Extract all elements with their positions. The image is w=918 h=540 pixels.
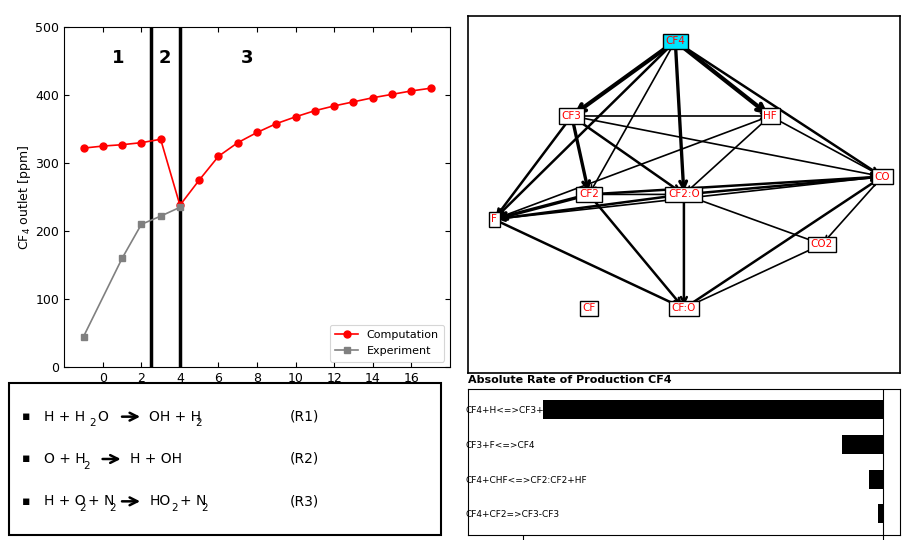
Text: (R3): (R3)	[290, 494, 319, 508]
Text: ▪: ▪	[22, 410, 30, 423]
Text: + N: + N	[88, 494, 114, 508]
Text: 2: 2	[89, 418, 95, 428]
Computation	[194, 177, 205, 183]
Text: 2: 2	[79, 503, 85, 513]
Text: O: O	[97, 410, 108, 424]
Text: CF: CF	[582, 303, 596, 313]
Computation	[348, 99, 359, 105]
Text: CF2: CF2	[579, 190, 599, 199]
Text: F: F	[491, 214, 497, 224]
Text: H + OH: H + OH	[130, 452, 182, 466]
Computation	[232, 139, 243, 146]
Text: CF:O: CF:O	[672, 303, 696, 313]
Computation	[329, 103, 340, 109]
Computation	[425, 85, 436, 91]
Text: CO2: CO2	[811, 239, 834, 249]
Computation	[290, 113, 301, 120]
Text: HF: HF	[764, 111, 777, 121]
Computation	[252, 129, 263, 136]
Text: 2: 2	[84, 461, 90, 471]
Text: 2: 2	[201, 503, 207, 513]
Text: ▪: ▪	[22, 495, 30, 508]
Y-axis label: CF$_4$ outlet [ppm]: CF$_4$ outlet [ppm]	[16, 145, 33, 249]
Computation	[136, 139, 147, 146]
Computation	[174, 202, 185, 208]
Computation	[309, 107, 320, 114]
Text: H + H: H + H	[44, 410, 84, 424]
Bar	[878, 504, 883, 523]
Text: CO: CO	[875, 172, 890, 181]
Bar	[543, 400, 883, 419]
Experiment	[117, 255, 128, 261]
Text: OH + H: OH + H	[150, 410, 201, 424]
Text: (R1): (R1)	[290, 410, 319, 424]
Computation	[155, 136, 166, 143]
Text: 2: 2	[171, 503, 177, 513]
Text: 1: 1	[112, 49, 125, 67]
Text: H + O: H + O	[44, 494, 85, 508]
Experiment	[78, 333, 89, 340]
Computation	[386, 91, 397, 98]
Bar	[842, 435, 883, 454]
X-axis label: Reaction Coefficient (CF$_4$ + 2CH$_4$ + $\mathbf{x}$O$_2$): Reaction Coefficient (CF$_4$ + 2CH$_4$ +…	[129, 390, 385, 407]
Bar	[869, 469, 883, 489]
Text: 2: 2	[196, 418, 202, 428]
Computation	[117, 141, 128, 148]
Line: Computation: Computation	[80, 85, 434, 209]
Line: Experiment: Experiment	[80, 204, 184, 340]
Computation	[367, 94, 378, 101]
Computation	[406, 87, 417, 94]
Computation	[271, 120, 282, 127]
Text: O + H: O + H	[44, 452, 85, 466]
Text: CF3: CF3	[562, 111, 582, 121]
Experiment	[174, 204, 185, 211]
FancyBboxPatch shape	[9, 383, 441, 535]
Experiment	[155, 213, 166, 219]
Text: Absolute Rate of Production CF4: Absolute Rate of Production CF4	[468, 375, 672, 385]
Text: 2: 2	[109, 503, 116, 513]
Computation	[97, 143, 108, 149]
Text: ▪: ▪	[22, 453, 30, 465]
Legend: Computation, Experiment: Computation, Experiment	[330, 325, 444, 362]
Text: HO: HO	[150, 494, 171, 508]
Text: CF4: CF4	[666, 36, 685, 46]
Text: CF2:O: CF2:O	[668, 190, 700, 199]
Text: 2: 2	[158, 49, 171, 67]
Computation	[78, 145, 89, 151]
Computation	[213, 153, 224, 159]
Text: (R2): (R2)	[290, 452, 319, 466]
Experiment	[136, 221, 147, 227]
Text: + N: + N	[180, 494, 206, 508]
Text: 3: 3	[241, 49, 253, 67]
